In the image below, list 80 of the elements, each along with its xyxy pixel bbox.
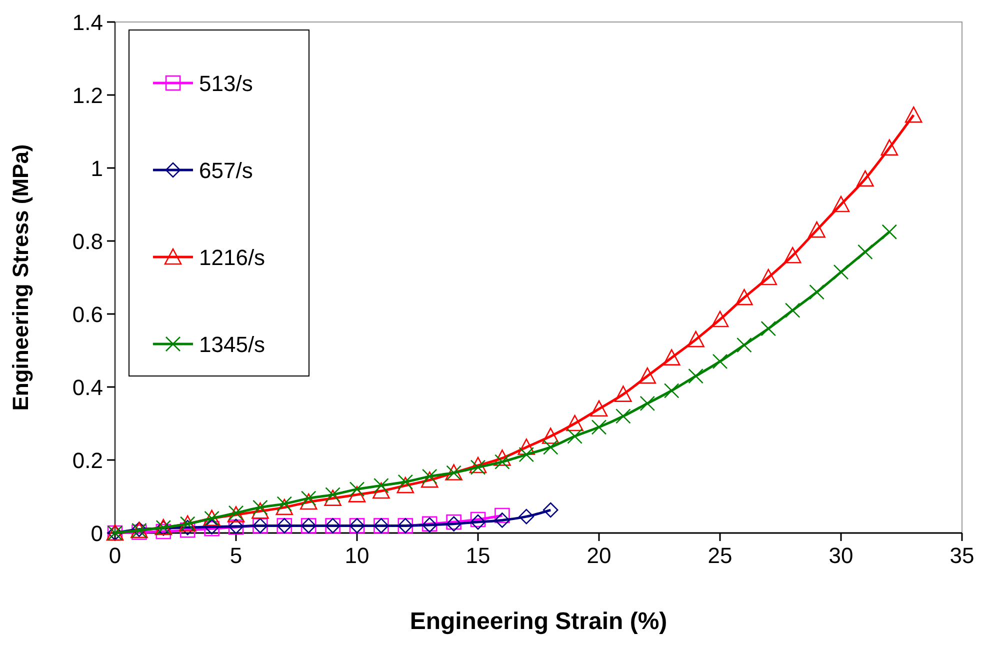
y-tick-label: 1 [90,156,103,181]
point [858,244,873,260]
point [469,456,487,474]
point [396,476,414,494]
point [300,493,318,510]
point [638,367,656,384]
point [276,498,294,516]
point [494,454,510,470]
x-tick-label: 15 [466,543,490,568]
point [856,170,874,187]
legend-label: 1216/s [199,245,266,270]
point [349,482,365,497]
point [614,386,632,402]
point [542,440,558,455]
point [420,471,438,488]
point [591,420,607,435]
point [542,502,558,518]
point [374,478,389,494]
point [880,139,898,156]
point [518,438,536,455]
point [809,284,824,300]
y-tick-label: 0.6 [72,302,103,327]
y-tick-label: 1.4 [72,10,103,35]
point [422,468,438,484]
point [252,500,268,516]
y-tick-label: 0 [90,521,103,546]
point [325,487,340,502]
point [904,106,922,123]
point [542,428,560,444]
x-tick-label: 25 [708,543,732,568]
point [640,396,656,412]
legend-label: 513/s [199,71,253,96]
point [300,490,316,506]
point [494,508,510,524]
point [470,460,486,475]
point [688,368,704,384]
point [324,490,342,506]
point [882,224,898,240]
x-tick-label: 35 [950,543,974,568]
point [760,268,778,286]
point [784,246,802,264]
point [372,482,390,499]
point [760,320,776,336]
point [664,383,680,398]
point [590,400,608,417]
y-tick-label: 0.8 [72,229,103,254]
y-tick-label: 0.4 [72,375,103,400]
point [687,330,704,348]
point [494,450,511,466]
point [662,349,680,366]
point [518,446,534,462]
legend-label: 1345/s [199,332,266,357]
point [398,474,414,490]
point [156,524,172,540]
point [518,508,534,524]
x-tick-label: 5 [230,543,242,568]
x-tick-label: 30 [828,543,854,568]
point [736,337,752,353]
x-axis-title: Engineering Strain (%) [410,608,668,635]
x-tick-label: 0 [108,543,122,568]
y-tick-label: 1.2 [72,83,103,108]
x-tick-label: 20 [586,543,612,568]
point [567,428,582,444]
y-tick-label: 0.2 [72,448,103,473]
point [711,310,729,328]
point [833,264,849,280]
point [348,486,366,502]
point [832,196,850,212]
point [712,354,728,370]
x-tick-label: 10 [344,543,370,568]
point [252,502,269,519]
point [494,512,510,528]
point [566,414,584,432]
y-axis-title: Engineering Stress (MPa) [8,144,33,411]
point [616,408,631,424]
point [784,302,800,318]
point [736,288,753,306]
legend-label: 657/s [199,158,253,183]
point [276,496,292,512]
point [808,221,826,238]
